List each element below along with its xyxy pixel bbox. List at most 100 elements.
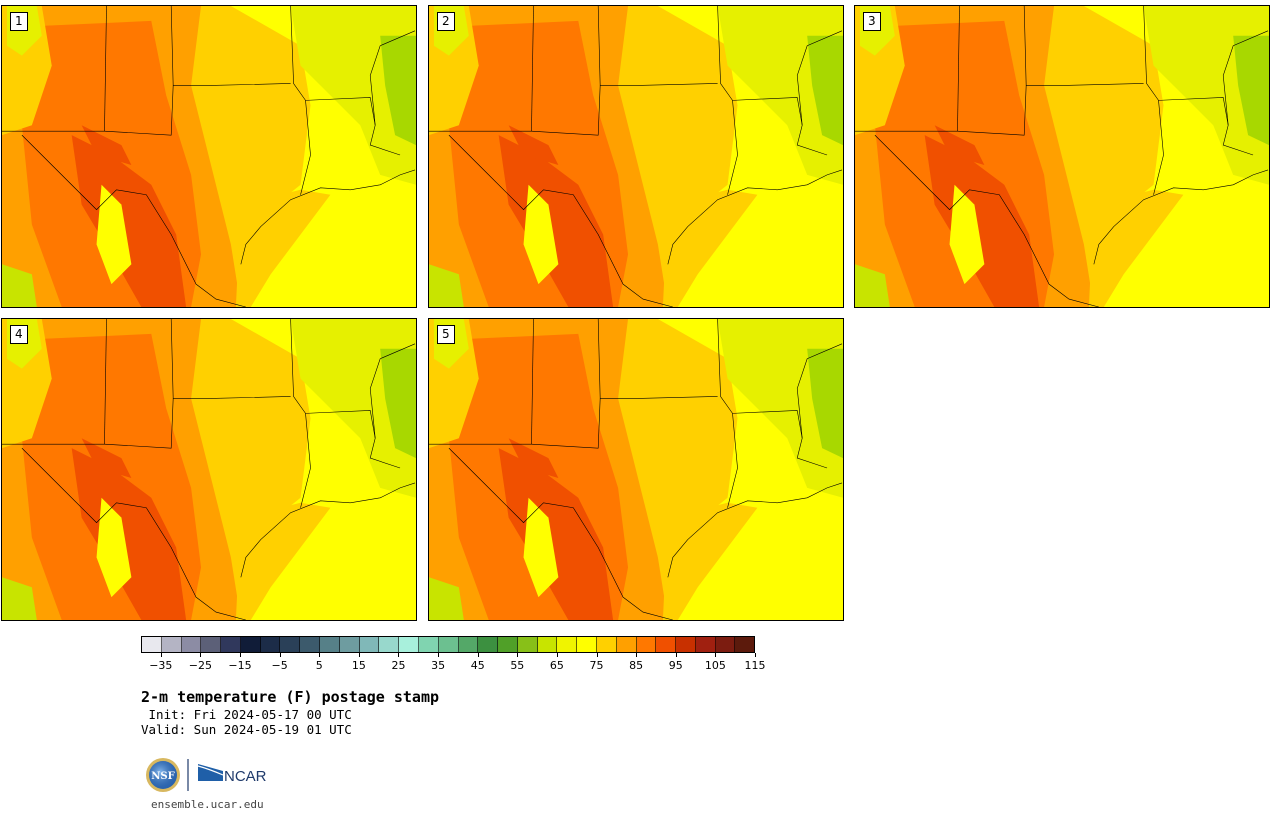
border-line: [855, 85, 1027, 136]
border-line: [429, 85, 601, 136]
colorbar-cell: [676, 637, 696, 652]
map-panel-5: 5: [428, 318, 844, 621]
temperature-map: [429, 319, 843, 620]
logos: NSF NCAR: [145, 757, 275, 793]
colorbar-tick: [438, 653, 440, 657]
colorbar-cell: [596, 637, 617, 652]
border-line: [531, 6, 534, 132]
colorbar-tick-label: −25: [188, 659, 213, 672]
colorbar-cell: [577, 637, 597, 652]
source-url: ensemble.ucar.edu: [151, 798, 264, 811]
panel-label: 3: [863, 12, 881, 31]
border-line: [796, 343, 843, 439]
colorbar-cell: [320, 637, 340, 652]
panel-label: 5: [437, 325, 455, 344]
border-line: [1222, 30, 1269, 126]
colorbar-cell: [142, 637, 162, 652]
panel-label: 4: [10, 325, 28, 344]
colorbar-cell: [339, 637, 360, 652]
colorbar-cell: [715, 637, 736, 652]
map-panel-2: 2: [428, 5, 844, 308]
colorbar-tick: [398, 653, 400, 657]
border-line: [1153, 100, 1164, 195]
svg-text:NSF: NSF: [151, 771, 174, 782]
colorbar-tick: [517, 653, 519, 657]
colorbar-tick-label: 5: [315, 659, 323, 672]
temperature-region: [523, 497, 559, 598]
border-line: [240, 482, 416, 578]
temperature-region: [949, 184, 985, 285]
temperature-map: [2, 6, 416, 307]
temperature-map: [855, 6, 1269, 307]
colorbar-cell: [735, 637, 755, 652]
temperature-region: [96, 184, 132, 285]
colorbar-cell: [418, 637, 439, 652]
border-line: [717, 319, 828, 469]
temperature-region: [429, 264, 464, 307]
colorbar-tick-label: −35: [149, 659, 173, 672]
colorbar-cell: [498, 637, 518, 652]
temperature-region: [235, 189, 331, 307]
border-line: [1143, 6, 1254, 156]
temperature-region: [523, 184, 559, 285]
border-line: [796, 30, 843, 126]
colorbar-tick-label: 45: [470, 659, 485, 672]
colorbar-tick-label: 75: [589, 659, 604, 672]
colorbar-cell: [240, 637, 261, 652]
temperature-region: [96, 497, 132, 598]
init-time: Init: Fri 2024-05-17 00 UTC: [141, 707, 352, 722]
colorbar-cell: [221, 637, 241, 652]
colorbar-cell: [399, 637, 419, 652]
colorbar-cell: [300, 637, 321, 652]
temperature-region: [380, 35, 416, 146]
colorbar-tick: [556, 653, 558, 657]
border-line: [21, 447, 246, 620]
border-line: [2, 85, 174, 136]
temperature-region: [855, 264, 890, 307]
border-line: [21, 134, 246, 307]
plot-title: 2-m temperature (F) postage stamp: [141, 688, 440, 706]
temperature-region: [662, 189, 758, 307]
colorbar-cell: [161, 637, 182, 652]
colorbar-cell: [379, 637, 400, 652]
map-panel-4: 4: [1, 318, 417, 621]
colorbar-tick: [636, 653, 638, 657]
colorbar-cell: [537, 637, 558, 652]
colorbar-tick-label: 55: [510, 659, 525, 672]
border-line: [300, 100, 311, 195]
temperature-region: [380, 348, 416, 459]
map-panel-1: 1: [1, 5, 417, 308]
border-line: [727, 413, 738, 508]
temperature-region: [71, 448, 187, 620]
colorbar-tick: [675, 653, 677, 657]
map-panel-3: 3: [854, 5, 1270, 308]
border-line: [717, 6, 828, 156]
border-line: [597, 319, 718, 399]
colorbar-cell: [280, 637, 301, 652]
nsf-logo-icon: NSF: [146, 758, 180, 792]
colorbar-ticks: −35 −25 −15 −5 5 15 25 35 45 55 65 75 85 95 105 115: [141, 653, 766, 673]
colorbar-tick-label: 85: [629, 659, 644, 672]
colorbar-tick: [358, 653, 360, 657]
colorbar-tick: [477, 653, 479, 657]
border-line: [957, 6, 960, 132]
temperature-region: [807, 348, 843, 459]
colorbar-tick: [200, 653, 202, 657]
colorbar-tick: [319, 653, 321, 657]
border-line: [369, 30, 416, 126]
border-line: [667, 169, 843, 265]
temperature-region: [1088, 189, 1184, 307]
colorbar-cell: [478, 637, 499, 652]
temperature-region: [508, 125, 559, 165]
colorbar-cell: [695, 637, 716, 652]
colorbar-tick-label: 95: [668, 659, 683, 672]
colorbar-cell: [517, 637, 538, 652]
border-line: [448, 134, 673, 307]
valid-time: Valid: Sun 2024-05-19 01 UTC: [141, 722, 352, 737]
temperature-region: [2, 264, 37, 307]
border-line: [290, 6, 401, 156]
colorbar-tick-label: 105: [704, 659, 726, 672]
temperature-region: [81, 438, 132, 478]
panel-label: 1: [10, 12, 28, 31]
temperature-region: [508, 438, 559, 478]
